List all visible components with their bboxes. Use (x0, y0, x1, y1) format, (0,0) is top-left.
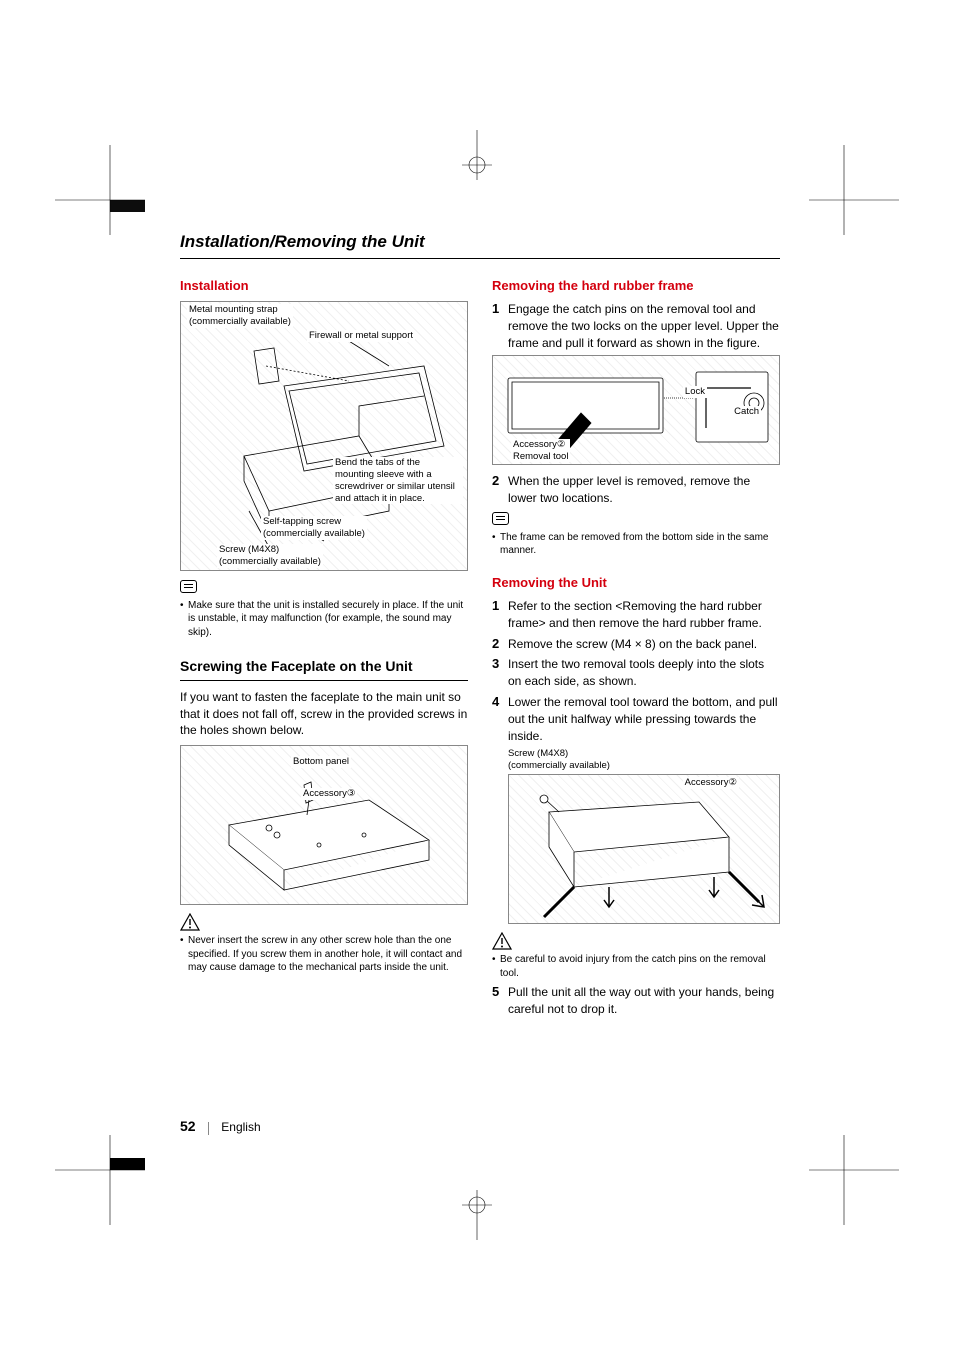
faceplate-diagram (199, 750, 449, 900)
remove-unit-figure: Screw (M4X8) (commercially available) (492, 748, 780, 924)
ru-step-3: 3Insert the two removal tools deeply int… (492, 656, 780, 690)
remframe-note: The frame can be removed from the bottom… (492, 531, 780, 558)
label-strap: Metal mounting strap (commercially avail… (187, 304, 293, 328)
installation-figure: Metal mounting strap (commercially avail… (180, 301, 468, 571)
rf-step-1: 1Engage the catch pins on the removal to… (492, 301, 780, 351)
note-icon (492, 512, 509, 525)
label-selftap: Self-tapping screw (commercially availab… (261, 516, 367, 540)
right-column: Removing the hard rubber frame 1Engage t… (492, 277, 780, 1022)
label-accessory2b: Accessory② (683, 777, 739, 789)
faceplate-intro: If you want to fasten the faceplate to t… (180, 689, 468, 739)
registration-bottom (462, 1190, 492, 1240)
remove-unit-diagram (514, 777, 774, 921)
remove-unit-heading: Removing the Unit (492, 574, 780, 592)
left-column: Installation (180, 277, 468, 1022)
caution-icon (492, 933, 512, 947)
faceplate-heading: Screwing the Faceplate on the Unit (180, 657, 468, 681)
note-icon (180, 580, 197, 593)
ru-warn: Be careful to avoid injury from the catc… (492, 953, 780, 980)
ru-step-1: 1Refer to the section <Removing the hard… (492, 598, 780, 632)
crop-mark-br (809, 1135, 899, 1225)
label-accessory2a: Accessory②Removal tool (511, 439, 570, 463)
ru-step-2: 2Remove the screw (M4 × 8) on the back p… (492, 636, 780, 653)
label-screw-m4x8: Screw (M4X8) (commercially available) (508, 748, 780, 772)
page-footer: 52 English (180, 1117, 261, 1137)
crop-mark-tr (809, 145, 899, 235)
ru-step-5: 5Pull the unit all the way out with your… (492, 984, 780, 1018)
label-bend: Bend the tabs of the mounting sleeve wit… (333, 457, 463, 505)
faceplate-warn: Never insert the screw in any other scre… (180, 934, 468, 975)
label-accessory3: Accessory③ (301, 788, 357, 800)
crop-mark-tl (55, 145, 145, 235)
installation-heading: Installation (180, 277, 468, 295)
label-catch: Catch (732, 406, 761, 418)
page-title: Installation/Removing the Unit (180, 230, 780, 259)
page-number: 52 (180, 1118, 196, 1134)
crop-mark-bl (55, 1135, 145, 1225)
caution-icon (180, 914, 200, 928)
label-lock: Lock (683, 386, 707, 398)
install-note: Make sure that the unit is installed sec… (180, 599, 468, 640)
ru-step-4: 4Lower the removal tool toward the botto… (492, 694, 780, 744)
page-content: Installation/Removing the Unit Installat… (180, 230, 780, 1022)
label-screw: Screw (M4X8) (commercially available) (217, 544, 323, 568)
remove-frame-figure: Lock Catch Accessory②Removal tool (492, 355, 780, 465)
faceplate-figure: Bottom panel Accessory③ (180, 745, 468, 905)
label-firewall: Firewall or metal support (307, 330, 415, 342)
label-bottom-panel: Bottom panel (291, 756, 351, 768)
page-language: English (221, 1120, 260, 1134)
registration-top (462, 130, 492, 180)
rf-step-2: 2When the upper level is removed, remove… (492, 473, 780, 507)
remove-frame-heading: Removing the hard rubber frame (492, 277, 780, 295)
